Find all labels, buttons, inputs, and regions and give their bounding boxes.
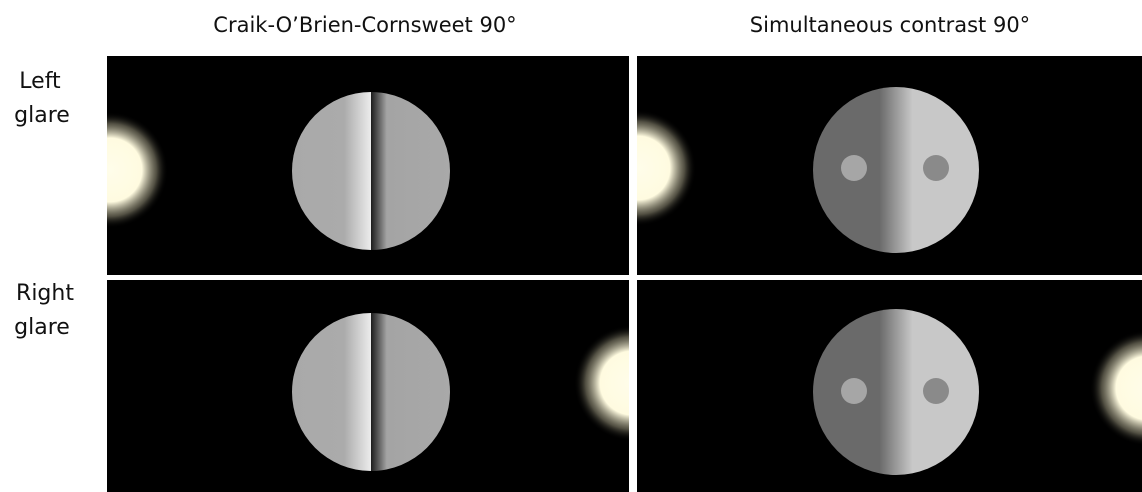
- cornsweet-disk: [292, 313, 450, 471]
- test-patch: [841, 378, 867, 404]
- panel: [107, 280, 690, 492]
- row-label: Left: [19, 69, 61, 94]
- column-title: Simultaneous contrast 90°: [750, 13, 1030, 37]
- row-label: glare: [14, 103, 70, 128]
- test-patch: [841, 155, 867, 181]
- column-title: Craik-O’Brien-Cornsweet 90°: [213, 13, 516, 37]
- contrast-disk: [813, 309, 979, 475]
- figure: Craik-O’Brien-Cornsweet 90° Simultaneous…: [0, 0, 1142, 492]
- contrast-disk: [813, 87, 979, 253]
- panel: [52, 56, 629, 275]
- row-label: Right: [16, 281, 74, 306]
- panel: [637, 280, 1142, 492]
- row-label: glare: [14, 315, 70, 340]
- glare: [52, 112, 168, 228]
- cornsweet-disk: [292, 92, 450, 250]
- panel: [580, 56, 1142, 275]
- test-patch: [923, 155, 949, 181]
- test-patch: [923, 378, 949, 404]
